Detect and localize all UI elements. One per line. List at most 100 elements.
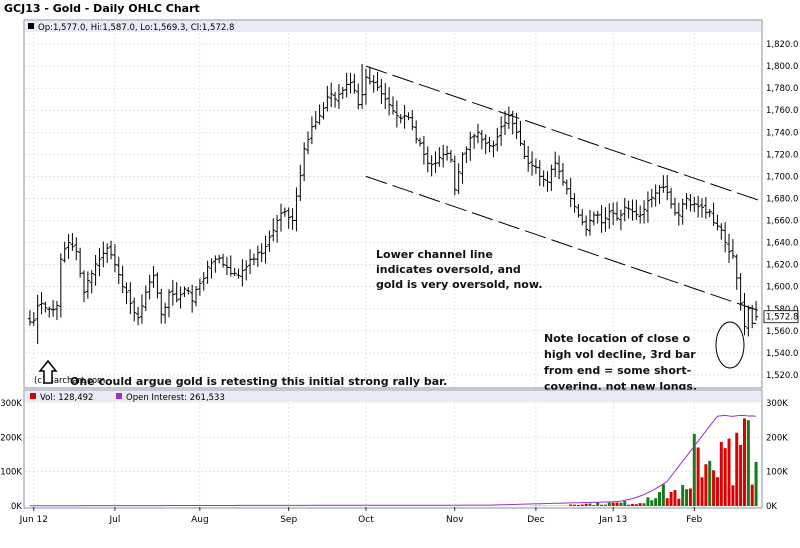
volume-tick-label-left: 300K (0, 399, 22, 409)
volume-legend: Vol: 128,492 (40, 393, 93, 403)
volume-bar (581, 505, 584, 506)
lower-channel-note-line-3: gold is very oversold, now. (376, 278, 543, 291)
volume-bar (751, 485, 754, 506)
volume-bar (720, 442, 723, 506)
open-interest-legend: Open Interest: 261,533 (126, 393, 225, 403)
price-tick-label: 1,520.0 (766, 371, 798, 381)
volume-bar (643, 503, 646, 506)
price-tick-label: 1,760.0 (766, 106, 798, 116)
legend-square-icon (28, 23, 34, 29)
volume-bar (596, 502, 599, 506)
close-note-line-3: from end = some short- (544, 364, 691, 377)
volume-bar (677, 499, 680, 506)
volume-tick-label-right: 100K (766, 468, 788, 478)
volume-bar (600, 505, 603, 506)
volume-bar (712, 470, 715, 506)
month-label: Sep (280, 515, 297, 525)
price-tick-label: 1,560.0 (766, 327, 798, 337)
open-interest-legend-swatch-icon (116, 393, 122, 399)
volume-bar (681, 485, 684, 506)
price-tick-label: 1,660.0 (766, 217, 798, 227)
month-label: Nov (446, 515, 464, 525)
volume-bar (747, 420, 750, 506)
volume-bar (658, 492, 661, 506)
volume-legend-swatch-icon (30, 393, 36, 399)
volume-bar (608, 503, 611, 506)
volume-bar (650, 500, 653, 506)
volume-bar (569, 504, 572, 506)
volume-tick-label-left: 0K (11, 502, 22, 512)
volume-bar (670, 492, 673, 506)
month-label: Oct (358, 515, 374, 525)
price-tick-label: 1,780.0 (766, 84, 798, 94)
price-tick-label: 1,740.0 (766, 128, 798, 138)
volume-bar (627, 505, 630, 506)
month-label: Dec (527, 515, 544, 525)
close-note-line-1: Note location of close o (544, 332, 691, 345)
volume-bar (743, 418, 746, 506)
month-axis-labels: Jun 12 Jul Aug Sep Oct Nov Dec Jan 13 Feb (19, 507, 703, 525)
volume-bar (739, 445, 742, 506)
volume-bar (755, 462, 758, 506)
price-tick-label: 1,540.0 (766, 349, 798, 359)
price-tick-label: 1,600.0 (766, 283, 798, 293)
chart-title: GCJ13 - Gold - Daily OHLC Chart (4, 2, 200, 15)
month-label: Feb (686, 515, 702, 525)
volume-bar (573, 505, 576, 506)
volume-bar (588, 503, 591, 506)
volume-panel (24, 390, 762, 508)
price-tick-label: 1,680.0 (766, 194, 798, 204)
volume-bar (635, 504, 638, 506)
volume-tick-label-right: 200K (766, 433, 788, 443)
price-tick-label: 1,820.0 (766, 40, 798, 50)
volume-bar (700, 477, 703, 506)
volume-bar (716, 477, 719, 506)
volume-bar (654, 498, 657, 506)
volume-bar (604, 505, 607, 506)
volume-bar (724, 448, 727, 506)
retest-annotation: One could argue gold is retesting this i… (70, 375, 447, 388)
last-price-label: 1,572.8 (766, 313, 798, 323)
volume-bar (612, 503, 615, 506)
volume-tick-label-left: 200K (0, 433, 22, 443)
volume-bar (639, 503, 642, 506)
price-legend: Op:1,577.0, Hi:1,587.0, Lo:1,569.3, Cl:1… (38, 23, 234, 33)
volume-bar (704, 464, 707, 506)
volume-bar (619, 503, 622, 506)
month-label: Jan 13 (598, 515, 627, 525)
volume-bar (585, 504, 588, 506)
volume-bar (631, 504, 634, 506)
price-tick-label: 1,620.0 (766, 261, 798, 271)
volume-bar (577, 505, 580, 506)
volume-bar (646, 497, 649, 506)
volume-bar (666, 498, 669, 506)
volume-bar (616, 502, 619, 506)
volume-bar (697, 447, 700, 506)
volume-bar (592, 505, 595, 506)
volume-bar (689, 488, 692, 506)
volume-bar (728, 439, 731, 506)
month-label: Jul (108, 515, 120, 525)
volume-bar (731, 485, 734, 506)
month-label: Aug (191, 515, 209, 525)
volume-tick-label-right: 300K (766, 399, 788, 409)
last-price-marker: 1,572.8 (764, 311, 798, 323)
volume-tick-label-right: 0K (766, 502, 777, 512)
volume-bar (623, 501, 626, 506)
volume-tick-label-left: 100K (0, 468, 22, 478)
lower-channel-note-line-1: Lower channel line (376, 248, 493, 261)
volume-bar (673, 490, 676, 506)
month-label: Jun 12 (19, 515, 48, 525)
price-tick-label: 1,700.0 (766, 172, 798, 182)
price-axis-labels: 1,520.01,540.01,560.01,580.01,600.01,620… (766, 40, 798, 381)
volume-bar (662, 484, 665, 506)
price-tick-label: 1,720.0 (766, 150, 798, 160)
volume-bar (708, 461, 711, 506)
lower-channel-note-line-2: indicates oversold, and (376, 263, 521, 276)
close-note-line-2: high vol decline, 3rd bar (544, 348, 696, 361)
volume-bar (735, 433, 738, 506)
price-tick-label: 1,800.0 (766, 62, 798, 72)
price-tick-label: 1,640.0 (766, 239, 798, 249)
